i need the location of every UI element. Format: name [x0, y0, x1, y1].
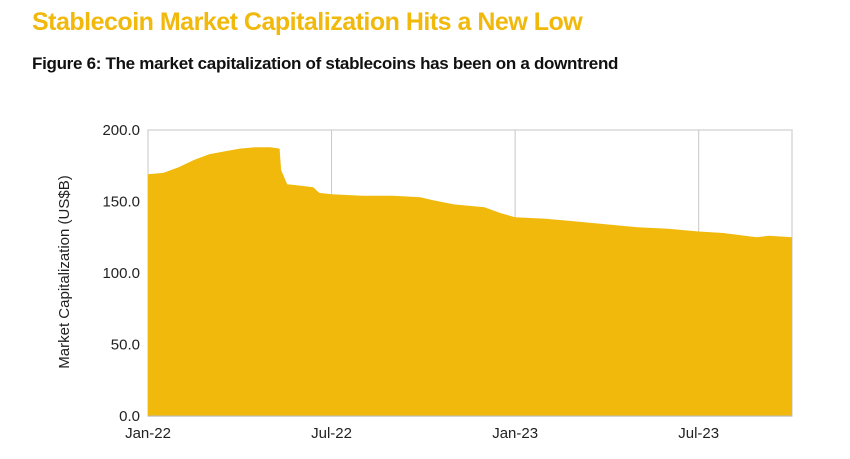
x-tick-label: Jan-22	[125, 425, 171, 442]
x-tick-label: Jul-22	[311, 425, 352, 442]
y-axis-label: Market Capitalization (US$B)	[56, 175, 73, 368]
y-tick-label: 200.0	[102, 122, 140, 139]
chart-title: Stablecoin Market Capitalization Hits a …	[32, 8, 583, 36]
x-tick-label: Jul-23	[678, 425, 719, 442]
chart-subtitle: Figure 6: The market capitalization of s…	[32, 54, 619, 73]
y-tick-label: 150.0	[102, 194, 140, 211]
x-tick-label: Jan-23	[492, 425, 538, 442]
series-layer	[147, 147, 793, 416]
area-series	[148, 147, 792, 416]
y-tick-label: 50.0	[111, 337, 140, 354]
y-tick-label: 100.0	[102, 265, 140, 282]
y-tick-label: 0.0	[119, 408, 140, 425]
axes: Jan-22 Jul-22 Jan-23 Jul-23 0.0 50.0 100.0 150.…	[102, 122, 792, 442]
